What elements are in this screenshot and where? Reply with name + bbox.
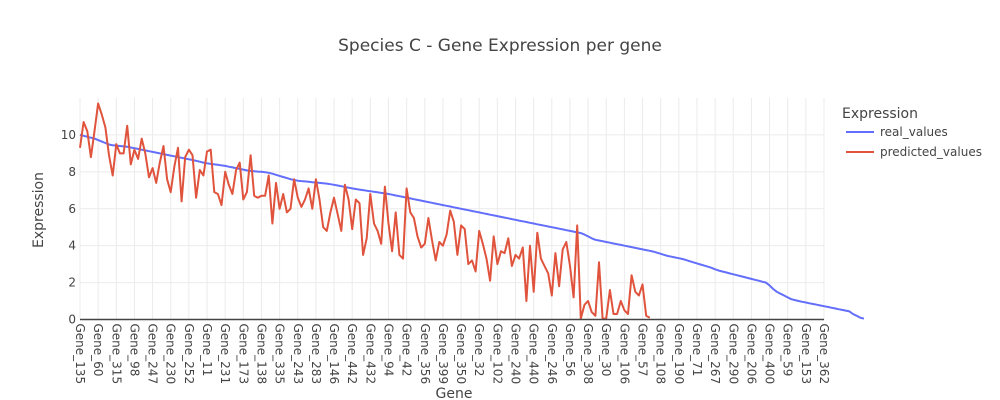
y-axis-title: Expression	[31, 172, 47, 248]
x-tick-label: Gene_247	[146, 324, 160, 385]
x-tick-label: Gene_290	[726, 324, 740, 385]
x-tick-label: Gene_71	[690, 324, 704, 377]
x-tick-label: Gene_362	[817, 324, 831, 385]
series-lines	[79, 102, 865, 321]
x-tick-label: Gene_42	[400, 324, 414, 377]
x-tick-label: Gene_153	[799, 324, 813, 385]
x-tick-label: Gene_267	[708, 324, 722, 385]
x-tick-label: Gene_138	[255, 324, 269, 385]
y-tick-label: 2	[68, 276, 76, 290]
grid-lines	[79, 98, 825, 320]
x-tick-label: Gene_56	[563, 324, 577, 377]
x-tick-label: Gene_243	[291, 324, 305, 385]
x-axis-ticks: Gene_135 Gene_60 Gene_315 Gene_98 Gene_247 Ge…	[73, 324, 831, 385]
x-tick-label: Gene_32	[472, 324, 486, 377]
legend-label-real-values[interactable]: real_values	[880, 125, 948, 139]
legend: Expression real_values predicted_values	[842, 106, 982, 159]
x-tick-label: Gene_190	[672, 324, 686, 385]
y-tick-label: 6	[68, 202, 76, 216]
x-tick-label: Gene_206	[744, 324, 758, 385]
x-tick-label: Gene_173	[236, 324, 250, 385]
x-tick-label: Gene_400	[763, 324, 777, 385]
y-tick-label: 8	[68, 165, 76, 179]
x-tick-label: Gene_350	[454, 324, 468, 385]
x-tick-label: Gene_108	[654, 324, 668, 385]
x-tick-label: Gene_442	[345, 324, 359, 385]
x-tick-label: Gene_240	[509, 324, 523, 385]
x-tick-label: Gene_59	[781, 324, 795, 377]
x-tick-label: Gene_57	[636, 324, 650, 377]
y-axis-ticks: 0 2 4 6 8 10	[61, 128, 76, 327]
series-line-real-values[interactable]	[79, 133, 865, 320]
x-tick-label: Gene_146	[327, 324, 341, 385]
x-tick-label: Gene_440	[527, 324, 541, 385]
x-tick-label: Gene_399	[436, 324, 450, 385]
legend-label-predicted-values[interactable]: predicted_values	[880, 145, 982, 159]
x-tick-label: Gene_106	[617, 324, 631, 385]
x-tick-label: Gene_231	[218, 324, 232, 385]
x-tick-label: Gene_230	[164, 324, 178, 385]
x-tick-label: Gene_246	[545, 324, 559, 385]
legend-title: Expression	[842, 106, 918, 122]
x-tick-label: Gene_102	[490, 324, 504, 385]
x-tick-label: Gene_335	[273, 324, 287, 385]
x-tick-label: Gene_252	[182, 324, 196, 385]
x-tick-label: Gene_98	[127, 324, 141, 377]
x-tick-label: Gene_356	[418, 324, 432, 385]
x-tick-label: Gene_308	[581, 324, 595, 385]
x-tick-label: Gene_283	[309, 324, 323, 385]
y-tick-label: 4	[68, 239, 76, 253]
x-tick-label: Gene_135	[73, 324, 87, 385]
x-tick-label: Gene_315	[109, 324, 123, 385]
x-axis-title: Gene	[436, 386, 473, 400]
series-line-predicted-values[interactable]	[79, 102, 651, 320]
x-tick-label: Gene_432	[363, 324, 377, 385]
y-tick-label: 0	[68, 313, 76, 327]
x-tick-label: Gene_94	[382, 324, 396, 377]
chart-title: Species C - Gene Expression per gene	[338, 36, 662, 56]
x-tick-label: Gene_60	[91, 324, 105, 377]
y-tick-label: 10	[61, 128, 76, 142]
x-tick-label: Gene_11	[200, 324, 214, 377]
x-tick-label: Gene_30	[599, 324, 613, 377]
